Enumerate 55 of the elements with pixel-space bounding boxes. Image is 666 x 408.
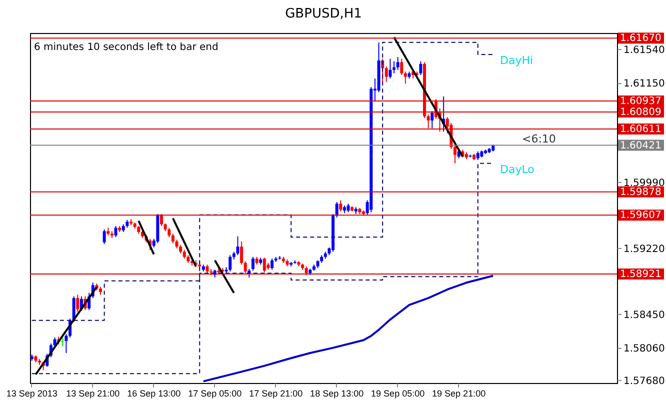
candlestick [400,58,404,76]
x-tick-label: 19 Sep 05:00 [371,388,425,398]
y-tick-label: 1.58450 [624,310,665,321]
annotation: DayLo [500,163,535,176]
candlestick [270,258,274,270]
ref-line-label: 1.60809 [620,107,662,118]
x-tick-label: 18 Sep 13:00 [310,388,364,398]
candlestick [335,201,338,218]
chart-title: GBPUSD,H1 [285,6,362,22]
ref-line-label: 1.60937 [620,96,662,108]
candlestick [419,60,422,76]
candlestick [430,110,434,129]
x-tick-label: 17 Sep 21:00 [249,388,303,398]
candlestick [384,66,388,82]
candlestick [160,214,164,227]
candlestick [244,260,247,274]
ref-line-label: 1.59878 [620,186,662,198]
candlestick [454,144,457,164]
ref-line-label: 1.60611 [620,124,662,135]
candlestick [262,257,266,273]
candlestick [426,114,430,129]
ref-line-label: 1.61670 [620,33,662,44]
x-tick-label: 13 Sep 2013 [6,388,58,398]
y-tick-label: 1.61540 [624,44,665,56]
y-tick-label: 1.59990 [624,178,665,189]
annotation: DayHi [500,54,534,67]
x-tick-label: 17 Sep 05:00 [188,388,242,398]
candlestick [392,60,396,74]
x-tick-label: 13 Sep 21:00 [66,388,120,398]
y-tick-label: 1.61150 [624,78,665,90]
candlestick [76,294,80,312]
line-series [202,274,494,382]
annotation: <6:10 [522,132,556,146]
y-tick-label: 1.58060 [624,343,665,354]
candlestick [240,240,244,266]
candlestick [396,56,400,70]
candlestick [114,226,118,238]
y-tick-label: 1.57680 [624,376,665,387]
ref-line-label: 1.58921 [620,268,662,280]
x-tick-label: 19 Sep 21:00 [432,388,486,398]
ref-line-label: 1.60421 [620,140,662,152]
candlestick [102,228,106,245]
x-tick-label: 16 Sep 13:00 [127,388,181,398]
ref-line-label: 1.59607 [620,210,662,222]
candlestick [64,334,68,354]
candlestick [388,58,392,79]
candlestick [251,256,254,272]
candlestick [339,200,342,212]
annotation: 6 minutes 10 seconds left to bar end [34,42,218,53]
candlestick [404,71,407,84]
y-tick-label: 1.59220 [624,244,665,255]
candlestick [228,254,232,272]
candlestick [171,233,174,244]
candlestick [236,236,240,256]
candlestick [168,227,171,238]
